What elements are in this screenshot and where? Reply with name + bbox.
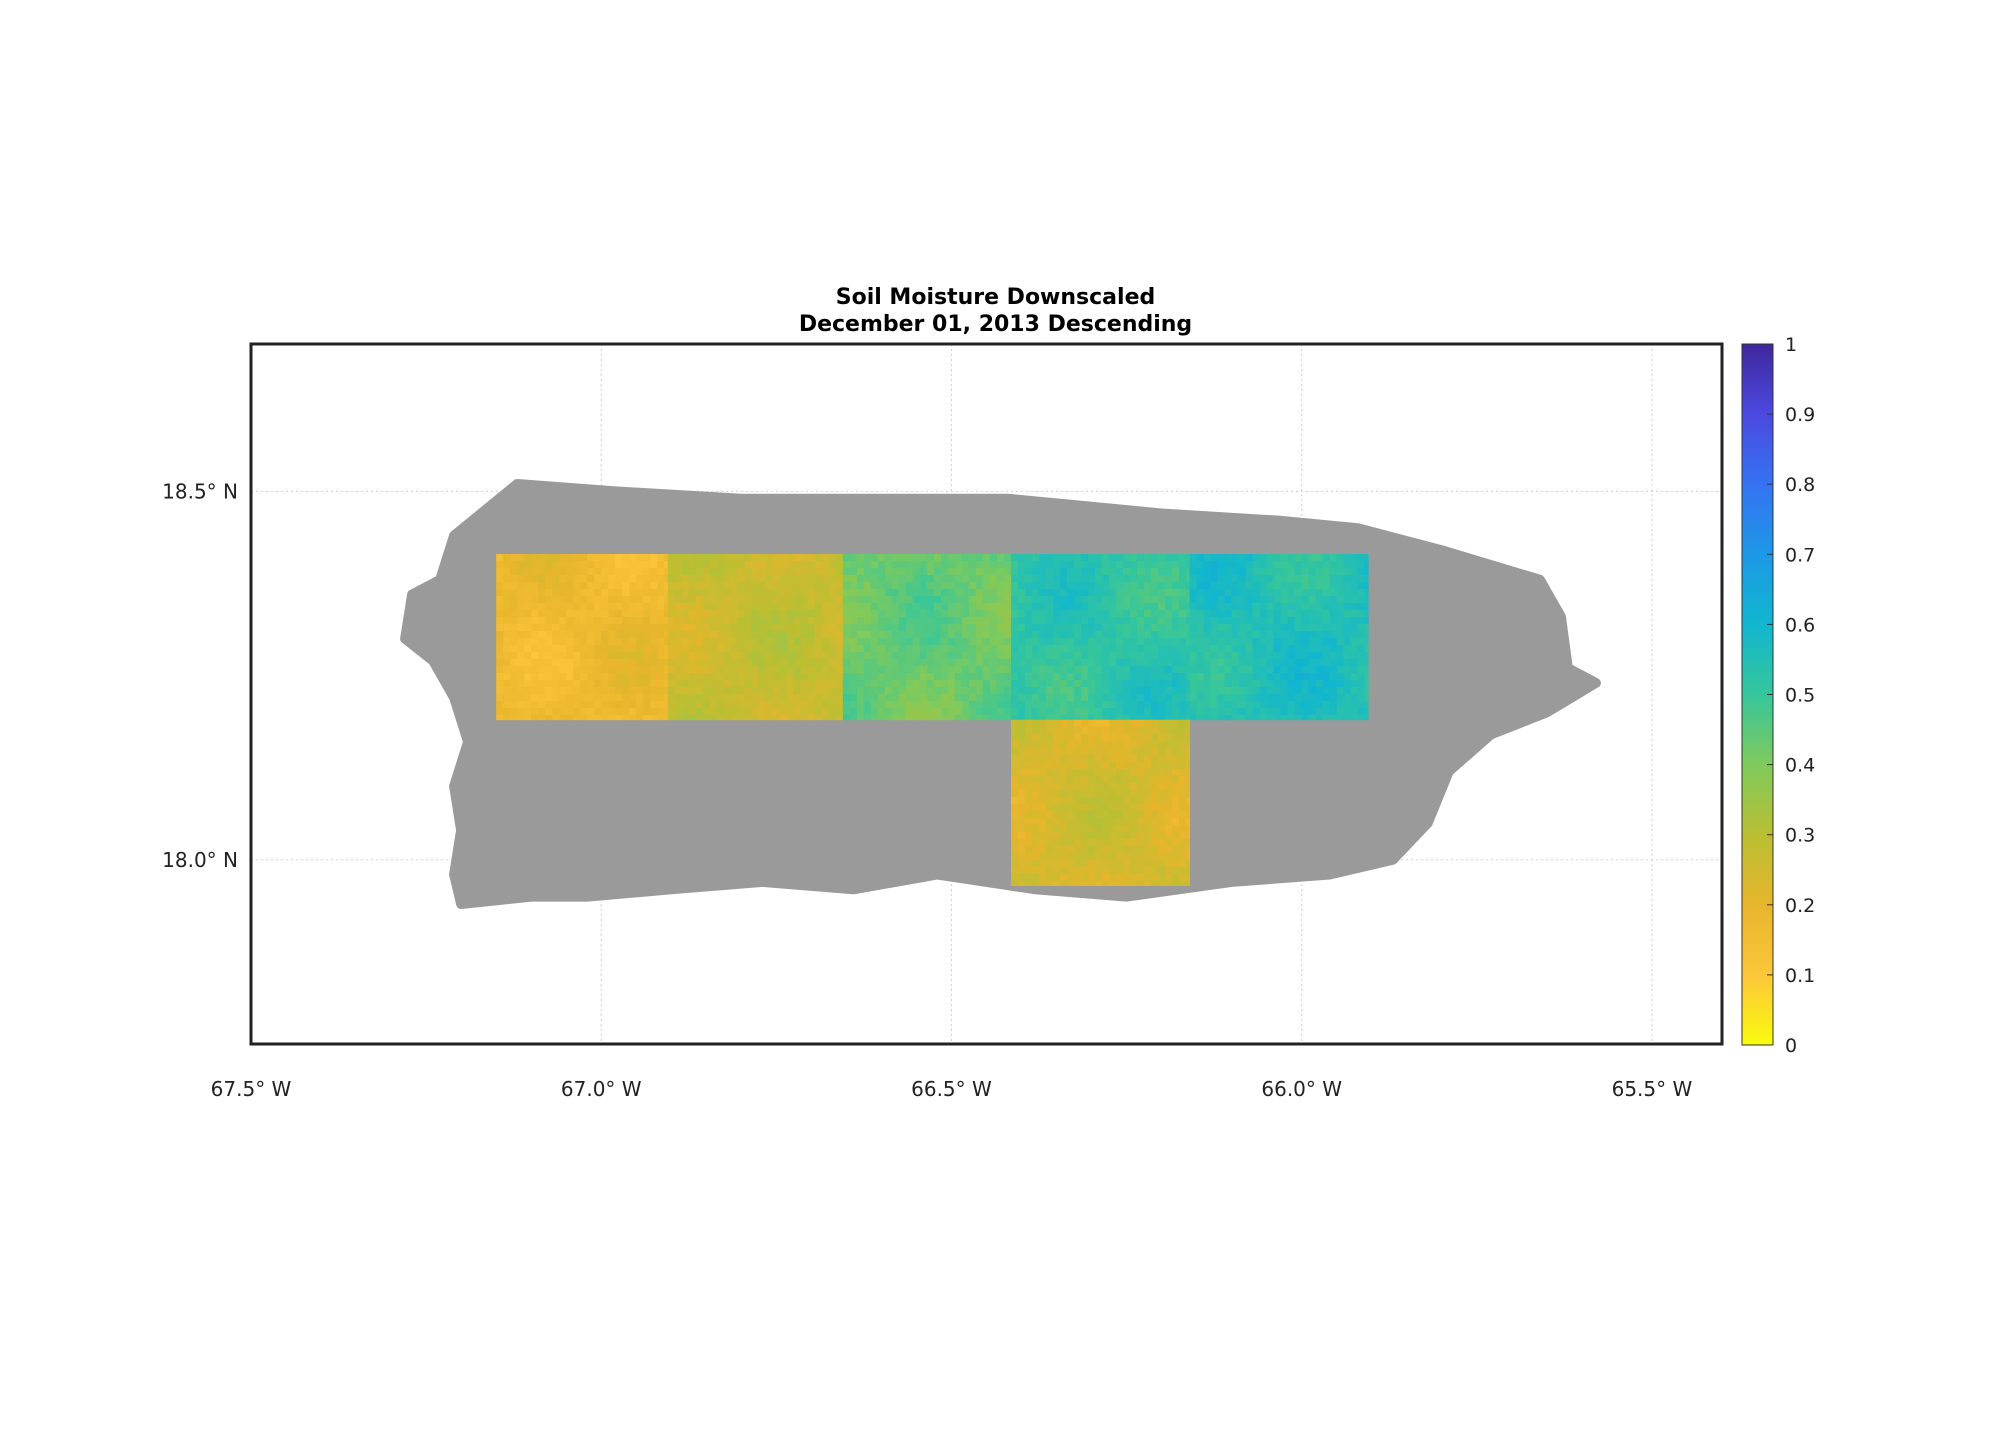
colorbar: 0 0.1 0.2 0.3 0.4 0.5 0.6 0.7 0.8 0.9 1 bbox=[1741, 334, 1815, 1057]
longitude-ticks: 67.5° W 67.0° W 66.5° W 66.0° W 65.5° W bbox=[211, 1077, 1693, 1101]
map-subtitle: December 01, 2013 Descending bbox=[798, 312, 1193, 337]
colorbar-tick-label: 0.9 bbox=[1785, 404, 1815, 426]
map-frame bbox=[249, 342, 1724, 1046]
longitude-tick-label: 66.0° W bbox=[1261, 1077, 1342, 1101]
colorbar-ticks: 0 0.1 0.2 0.3 0.4 0.5 0.6 0.7 0.8 0.9 1 bbox=[1767, 334, 1815, 1057]
latitude-tick-label: 18.0° N bbox=[162, 848, 238, 872]
soil-moisture-tile bbox=[1011, 554, 1190, 721]
colorbar-tick-label: 0.4 bbox=[1785, 755, 1815, 777]
soil-moisture-tile bbox=[1011, 719, 1190, 886]
longitude-tick-label: 67.0° W bbox=[561, 1077, 642, 1101]
longitude-tick-label: 66.5° W bbox=[911, 1077, 992, 1101]
map-title: Soil Moisture Downscaled bbox=[835, 285, 1156, 310]
latitude-tick-label: 18.5° N bbox=[162, 479, 238, 503]
colorbar-tick-label: 0.5 bbox=[1785, 685, 1815, 707]
colorbar-tick-label: 0.6 bbox=[1785, 614, 1815, 636]
colorbar-tick-label: 1 bbox=[1785, 334, 1797, 356]
soil-moisture-tile bbox=[1189, 554, 1369, 721]
soil-moisture-tiles bbox=[496, 554, 1369, 886]
latitude-ticks: 18.5° N 18.0° N bbox=[162, 479, 238, 871]
soil-moisture-tile bbox=[842, 554, 1012, 721]
soil-moisture-tile bbox=[496, 554, 669, 721]
colorbar-tick-label: 0 bbox=[1785, 1035, 1797, 1057]
soil-moisture-tile bbox=[667, 554, 844, 721]
colorbar-tick-label: 0.2 bbox=[1785, 895, 1815, 917]
colorbar-tick-label: 0.3 bbox=[1785, 825, 1815, 847]
colorbar-tick-label: 0.7 bbox=[1785, 544, 1815, 566]
longitude-tick-label: 65.5° W bbox=[1612, 1077, 1693, 1101]
colorbar-tick-label: 0.1 bbox=[1785, 965, 1815, 987]
colorbar-tick-label: 0.8 bbox=[1785, 474, 1815, 496]
longitude-tick-label: 67.5° W bbox=[211, 1077, 292, 1101]
